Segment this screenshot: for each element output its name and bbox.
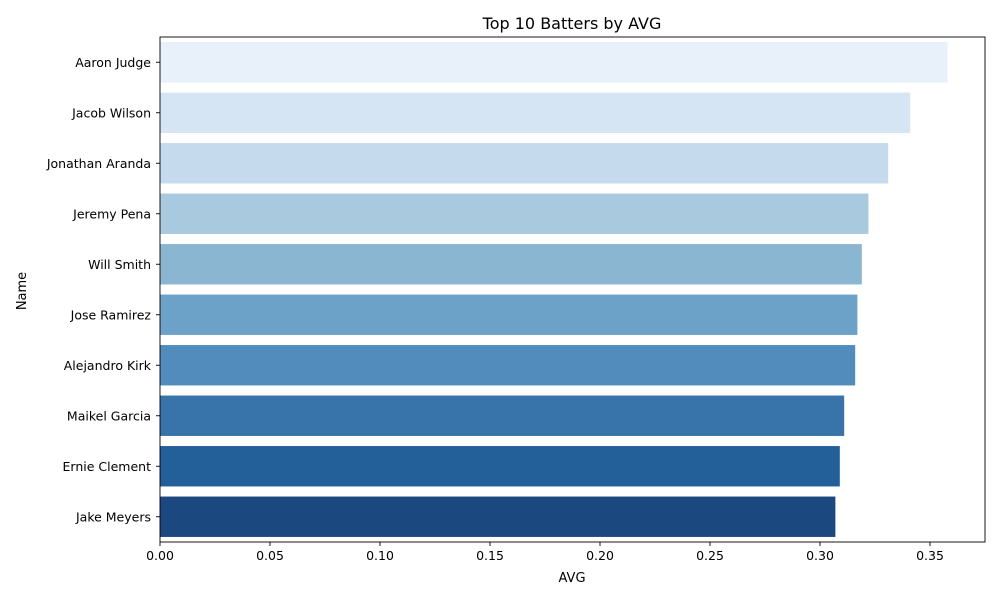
axes-frame — [159, 36, 986, 543]
y-tick-label: Aaron Judge — [75, 55, 151, 70]
y-tick-label: Ernie Clement — [63, 459, 152, 474]
y-tick-label: Jeremy Pena — [72, 206, 151, 221]
bar-alejandro-kirk — [160, 345, 856, 386]
x-tick-label: 0.30 — [806, 548, 834, 563]
plot-border — [159, 36, 986, 543]
x-tick-label: 0.10 — [366, 548, 394, 563]
x-tick-label: 0.20 — [586, 548, 614, 563]
y-tick-label: Will Smith — [88, 257, 151, 272]
y-tick-label: Jose Ramirez — [70, 307, 152, 322]
bar-aaron-judge — [160, 42, 948, 83]
x-tick-label: 0.05 — [256, 548, 284, 563]
x-axis-label: AVG — [558, 571, 585, 586]
y-tick-label: Jacob Wilson — [71, 105, 151, 120]
x-axis-ticks: 0.00 0.05 0.10 0.15 0.20 0.25 0.30 0.35 — [146, 542, 944, 563]
bar-jeremy-pena — [160, 193, 869, 234]
chart-title: Top 10 Batters by AVG — [482, 14, 662, 33]
y-axis-label: Name — [15, 272, 30, 310]
bar-will-smith — [160, 244, 862, 285]
bars-group — [160, 42, 948, 537]
x-tick-label: 0.25 — [696, 548, 724, 563]
x-tick-label: 0.15 — [476, 548, 504, 563]
bar-jacob-wilson — [160, 92, 911, 133]
bar-ernie-clement — [160, 446, 840, 487]
bar-maikel-garcia — [160, 395, 845, 436]
x-tick-label: 0.00 — [146, 548, 174, 563]
y-tick-label: Alejandro Kirk — [64, 358, 152, 373]
y-tick-label: Jake Meyers — [75, 509, 151, 524]
bar-jonathan-aranda — [160, 143, 889, 184]
bar-jake-meyers — [160, 496, 836, 537]
y-tick-label: Maikel Garcia — [67, 408, 151, 423]
y-tick-label: Jonathan Aranda — [46, 156, 151, 171]
x-tick-label: 0.35 — [916, 548, 944, 563]
y-axis-ticks: Aaron Judge Jacob Wilson Jonathan Aranda Je… — [46, 55, 160, 524]
bar-jose-ramirez — [160, 294, 858, 335]
